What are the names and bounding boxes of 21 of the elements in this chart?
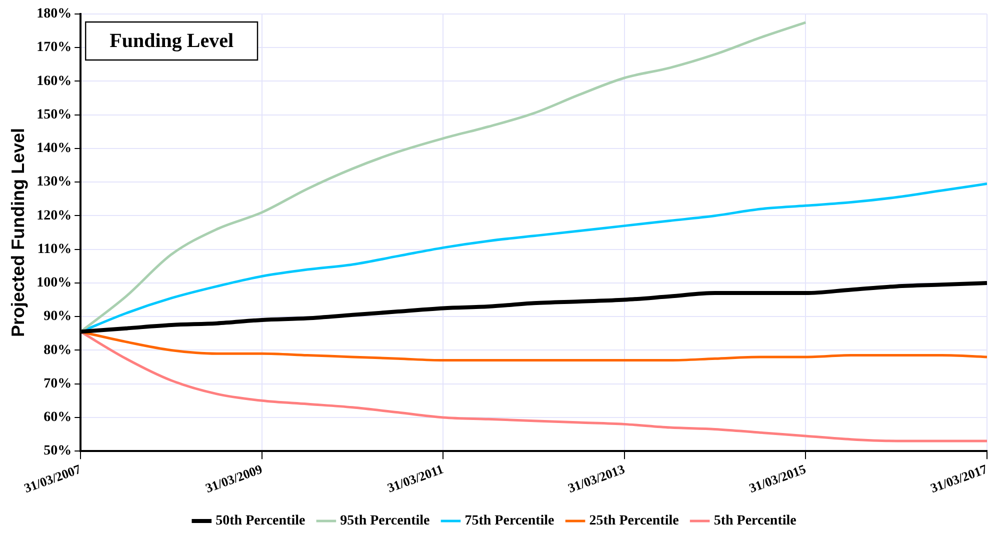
y-axis-title: Projected Funding Level [8, 128, 28, 338]
y-tick-label: 120% [36, 208, 72, 224]
y-tick-label: 160% [36, 74, 72, 89]
y-tick-label: 110% [37, 242, 72, 257]
y-tick-label: 80% [44, 342, 72, 358]
legend-label: 25th Percentile [589, 514, 679, 529]
y-tick-label: 140% [36, 141, 72, 156]
y-tick-label: 90% [44, 309, 72, 324]
text: Funding Level [110, 30, 234, 52]
y-tick-label: 150% [36, 107, 72, 122]
y-tick-label: 60% [44, 410, 72, 426]
y-tick-label: 70% [44, 376, 72, 392]
legend-label: 5th Percentile [714, 514, 796, 529]
y-tick-label: 50% [44, 444, 72, 459]
legend-label: 50th Percentile [216, 514, 306, 529]
y-tick-label: 170% [36, 40, 72, 56]
y-tick-label: 130% [36, 174, 72, 190]
legend-label: 95th Percentile [340, 514, 430, 529]
legend-label: 75th Percentile [464, 514, 554, 529]
y-tick-label: 180% [36, 6, 72, 22]
y-tick-label: 100% [36, 276, 72, 291]
